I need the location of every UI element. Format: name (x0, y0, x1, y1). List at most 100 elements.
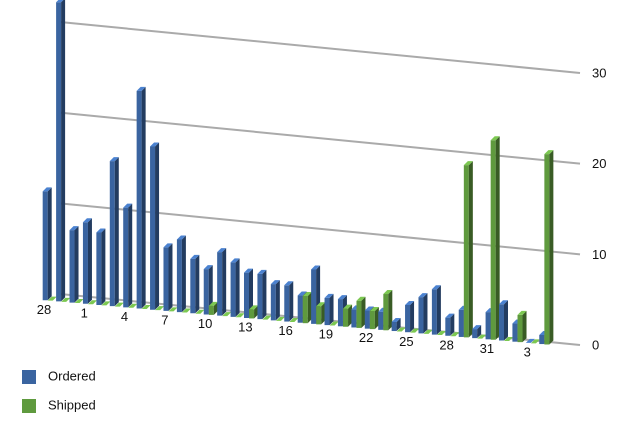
bar-face (348, 304, 353, 327)
bar (343, 304, 353, 327)
bar (302, 291, 312, 324)
bar-face (222, 248, 227, 316)
bar-face (230, 262, 236, 317)
x-tick-label: 13 (238, 320, 252, 335)
bar-face (249, 309, 255, 319)
bar (235, 313, 245, 318)
bar (244, 268, 253, 318)
bar-face (297, 291, 307, 296)
bar (504, 336, 514, 341)
bar-face (495, 136, 500, 340)
bar-face (307, 291, 312, 324)
bar-face (504, 336, 514, 341)
bar-face (176, 235, 186, 240)
bar-face (249, 305, 259, 310)
bar-face (383, 294, 389, 331)
bar-face (270, 280, 280, 285)
bar-face (208, 265, 213, 315)
bar-face (213, 301, 218, 315)
bar (155, 306, 165, 311)
x-tick-label: 16 (278, 323, 292, 338)
bar-face (356, 300, 362, 328)
bar-face (69, 230, 75, 303)
legend-label: Ordered (48, 368, 96, 383)
bar-face (168, 307, 178, 312)
bar (47, 296, 57, 301)
bar-face (275, 280, 280, 321)
bar (410, 328, 420, 333)
bar-face (82, 222, 88, 304)
bar-face (42, 191, 48, 301)
bar (436, 331, 446, 336)
bar-face (324, 293, 334, 298)
bar-face (321, 302, 326, 325)
bar (423, 329, 433, 334)
legend-label: Shipped (48, 397, 96, 412)
legend-swatch (22, 370, 36, 384)
bar-face (396, 327, 406, 332)
bar-face (284, 281, 294, 286)
bar (128, 303, 138, 308)
x-tick-label: 22 (359, 330, 373, 345)
bar-face (539, 334, 545, 345)
bar (262, 315, 272, 320)
bar (525, 338, 535, 343)
bar-face (136, 90, 142, 309)
bar (88, 300, 98, 305)
bar (74, 299, 84, 304)
bar-face (141, 304, 151, 309)
bar-face (176, 239, 182, 313)
bar-face (463, 161, 473, 166)
bar-face (324, 297, 330, 326)
bar-face (512, 323, 518, 342)
bar-face (410, 301, 415, 333)
bar-face (289, 318, 299, 323)
bar-face (150, 146, 156, 310)
bar (316, 302, 326, 325)
bar-face (530, 339, 540, 344)
bar-face (181, 308, 191, 313)
bar-face (163, 243, 173, 248)
bar-face (82, 218, 92, 223)
bar-face (525, 338, 535, 343)
bar-face (74, 299, 84, 304)
y-tick-label: 0 (592, 337, 599, 352)
bar (289, 318, 299, 323)
bar-face (123, 203, 133, 208)
bar-face (490, 140, 496, 340)
bar-face (517, 310, 527, 315)
bar-face (141, 86, 146, 309)
bar (275, 316, 285, 321)
bar-face (249, 268, 253, 318)
bar-face (378, 311, 384, 330)
bar (324, 293, 334, 326)
bar-face (418, 293, 428, 298)
bar-face (343, 308, 349, 327)
bar (61, 297, 71, 302)
bar-face (203, 265, 213, 270)
bar (431, 285, 441, 335)
bar-face (472, 329, 478, 339)
bar-face (235, 258, 240, 317)
bar-face (499, 300, 508, 305)
bar-face (195, 254, 200, 314)
bar (56, 0, 66, 302)
x-tick-label: 28 (439, 337, 453, 352)
bar (96, 228, 106, 305)
bar-face (405, 301, 415, 306)
bar-face (311, 265, 321, 270)
bar-face (96, 232, 102, 305)
bar (195, 309, 205, 314)
bar (517, 310, 527, 343)
x-tick-label: 1 (81, 305, 88, 320)
bar-face (114, 302, 124, 307)
bar-face (155, 306, 165, 311)
bar-face (203, 269, 209, 315)
bar-face (244, 268, 253, 273)
bar-face (374, 306, 379, 330)
bar-face (262, 315, 272, 320)
bar (136, 86, 146, 309)
bar-face (275, 316, 285, 321)
bar-face (544, 150, 554, 155)
bar (369, 306, 379, 330)
